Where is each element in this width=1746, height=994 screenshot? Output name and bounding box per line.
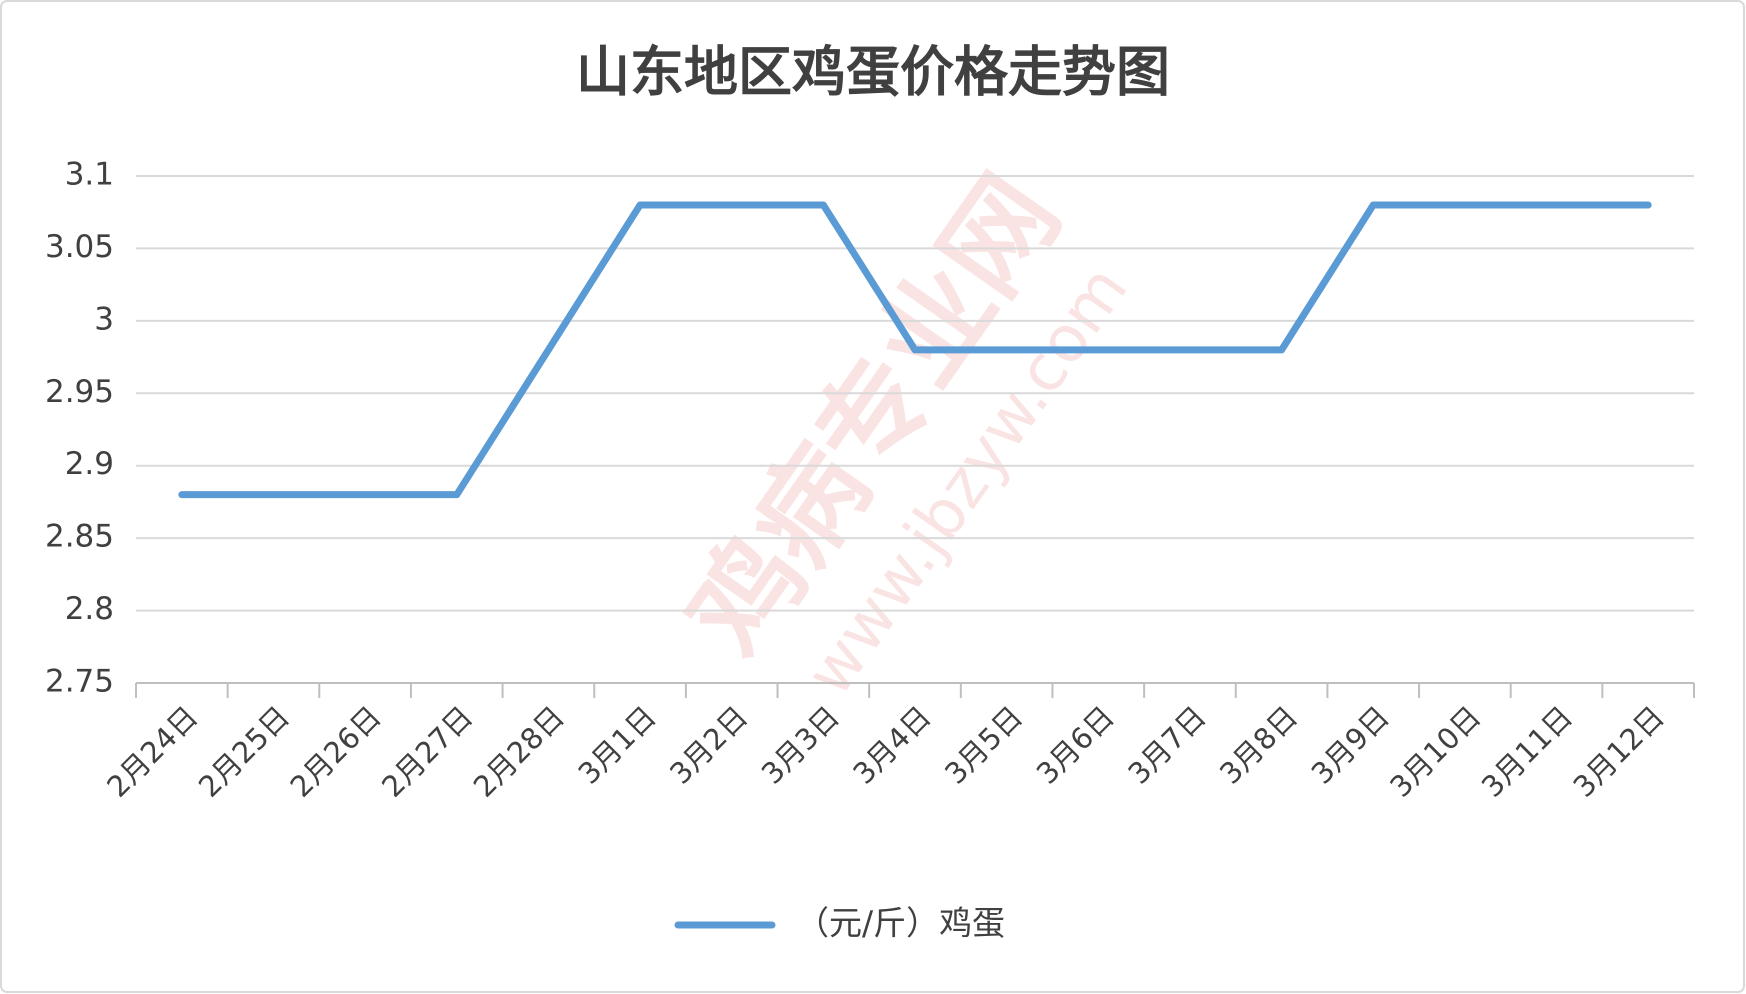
legend-label: （元/斤）鸡蛋 bbox=[796, 904, 1005, 943]
y-tick-label: 2.85 bbox=[45, 519, 114, 555]
chart-title: 山东地区鸡蛋价格走势图 bbox=[576, 41, 1170, 104]
y-tick-label: 2.8 bbox=[65, 591, 114, 627]
y-tick-label: 3.05 bbox=[45, 229, 114, 265]
y-tick-label: 2.95 bbox=[45, 374, 114, 410]
y-tick-label: 3 bbox=[94, 301, 114, 337]
y-tick-label: 2.75 bbox=[45, 664, 114, 700]
y-tick-label: 3.1 bbox=[65, 157, 114, 193]
y-tick-label: 2.9 bbox=[65, 446, 114, 482]
data-line bbox=[178, 201, 1652, 499]
